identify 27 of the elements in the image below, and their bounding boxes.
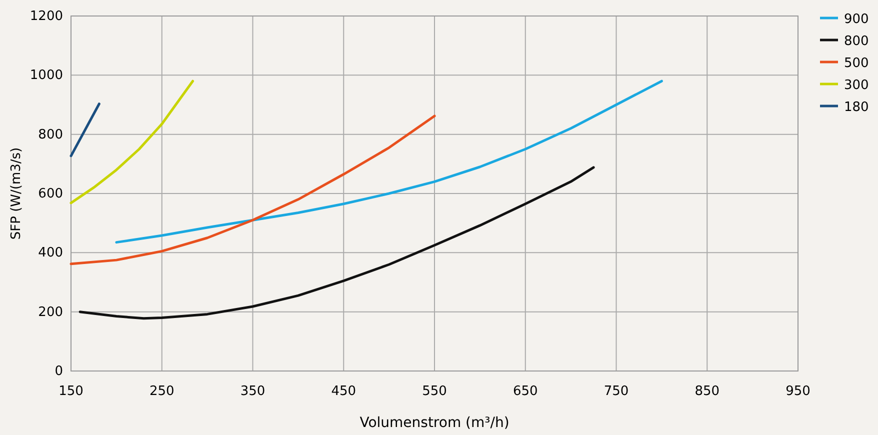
line-series bbox=[70, 80, 194, 204]
x-axis-title: Volumenstrom (m³/h) bbox=[360, 415, 510, 431]
legend-label: 500 bbox=[844, 56, 869, 71]
x-tick-label: 150 bbox=[58, 384, 84, 399]
x-tick-label: 650 bbox=[512, 384, 538, 399]
x-tick-label: 550 bbox=[422, 384, 447, 399]
x-tick-label: 350 bbox=[240, 384, 266, 399]
line-series bbox=[78, 166, 595, 320]
y-tick-label: 1000 bbox=[30, 68, 63, 84]
y-tick-label: 400 bbox=[38, 246, 63, 261]
y-tick-label: 0 bbox=[54, 364, 63, 379]
y-axis-title: SFP (W/(m3/s) bbox=[9, 147, 24, 240]
x-tick-label: 750 bbox=[604, 384, 629, 399]
x-tick-label: 950 bbox=[786, 384, 810, 399]
legend-label: 300 bbox=[844, 78, 869, 93]
legend-label: 800 bbox=[844, 34, 869, 49]
x-tick-label: 850 bbox=[694, 384, 720, 399]
legend-label: 900 bbox=[844, 12, 869, 27]
y-tick-label: 200 bbox=[38, 304, 63, 320]
x-tick-label: 450 bbox=[331, 384, 356, 399]
x-tick-label: 250 bbox=[149, 384, 174, 399]
y-tick-label: 1200 bbox=[30, 9, 63, 24]
line-series bbox=[70, 114, 436, 266]
legend-label: 180 bbox=[844, 100, 869, 115]
y-tick-label: 600 bbox=[38, 186, 63, 202]
y-tick-label: 800 bbox=[38, 127, 63, 142]
line-series bbox=[115, 80, 663, 244]
